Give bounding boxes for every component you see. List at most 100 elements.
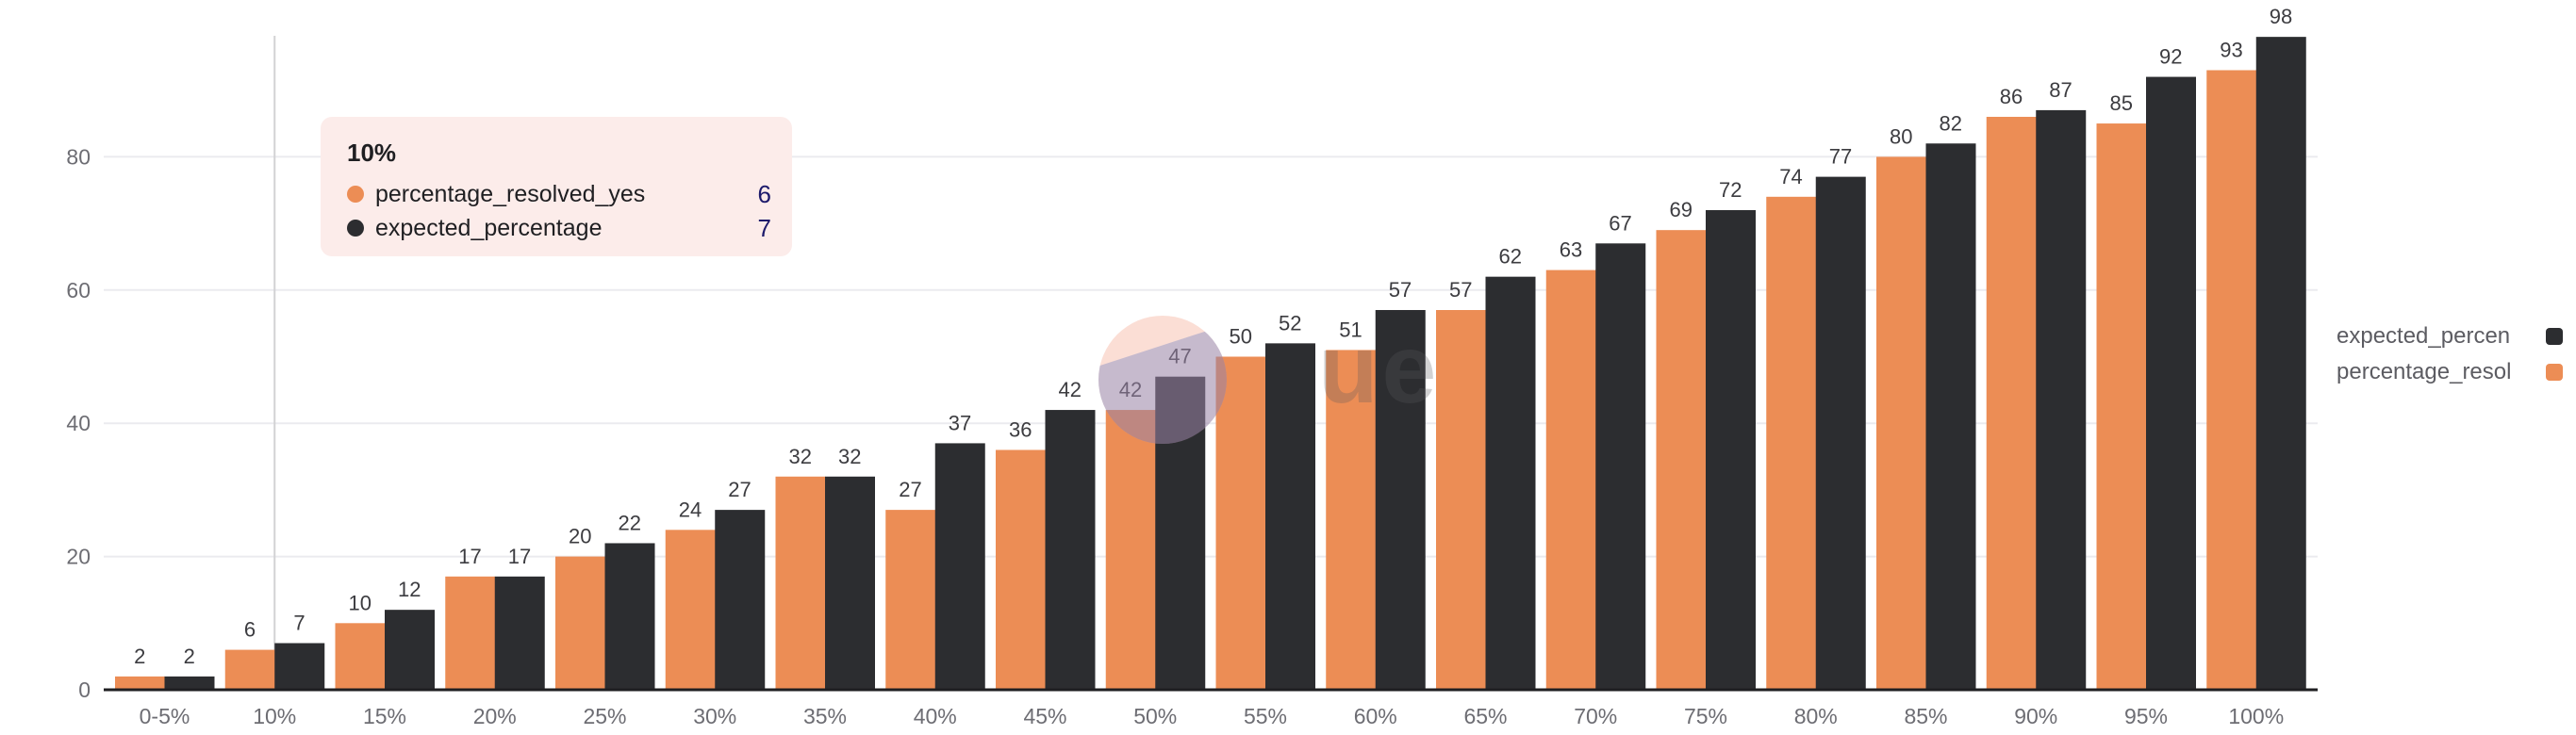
data-label: 37 [949, 411, 971, 434]
bar-expected_percentage [494, 576, 545, 690]
data-label: 10 [349, 591, 372, 614]
chart-tooltip: 10% percentage_resolved_yes 6 expected_p… [321, 117, 792, 256]
series-dot-icon [347, 220, 364, 237]
data-label: 42 [1059, 378, 1082, 401]
data-label: 32 [838, 445, 861, 468]
data-label: 77 [1829, 145, 1852, 169]
bar-percentage_resolved_yes [335, 623, 386, 690]
data-label: 74 [1779, 165, 1802, 188]
y-tick-label: 40 [66, 411, 91, 435]
bar-percentage_resolved_yes [1326, 350, 1377, 690]
bar-percentage_resolved_yes [445, 576, 496, 690]
bar-percentage_resolved_yes [1105, 410, 1156, 690]
x-tick-label: 60% [1354, 704, 1397, 728]
bar-percentage_resolved_yes [555, 556, 605, 690]
data-labels: 2267101217172022242732322737364242475052… [134, 5, 2292, 668]
x-tick-label: 55% [1244, 704, 1287, 728]
x-axis-ticks: 0-5% 10% 15% 20% 25% 30% 35% 40% 45% 50% 55% 60% 65%… [140, 704, 2285, 728]
data-label: 36 [1009, 417, 1032, 441]
data-label: 50 [1230, 325, 1252, 349]
data-label: 82 [1940, 111, 1962, 135]
bar-percentage_resolved_yes [1986, 116, 2037, 691]
x-tick-label: 20% [473, 704, 517, 728]
legend-label: expected_percen [2337, 323, 2511, 349]
series-dot-icon [347, 186, 364, 203]
data-label: 63 [1560, 238, 1582, 262]
bar-expected_percentage [715, 510, 766, 690]
y-tick-label: 80 [66, 144, 91, 169]
watermark-text: ue [1318, 315, 1441, 424]
chart-legend: expected_percen percentage_resol [2337, 318, 2563, 390]
data-label: 87 [2049, 78, 2072, 102]
tooltip-series-value: 6 [757, 180, 771, 208]
x-tick-label: 15% [363, 704, 406, 728]
bar-percentage_resolved_yes [2206, 70, 2257, 691]
data-label: 7 [293, 612, 305, 635]
bar-expected_percentage [1815, 176, 1866, 691]
bar-percentage_resolved_yes [1545, 270, 1596, 690]
x-tick-label: 95% [2124, 704, 2168, 728]
x-tick-label: 90% [2014, 704, 2057, 728]
y-tick-label: 60 [66, 278, 91, 302]
x-tick-label: 80% [1794, 704, 1838, 728]
bar-percentage_resolved_yes [665, 530, 716, 690]
data-label: 32 [789, 445, 812, 468]
bar-expected_percentage [934, 443, 985, 690]
data-label: 72 [1719, 178, 1742, 202]
x-tick-label: 65% [1463, 704, 1507, 728]
x-tick-label: 85% [1904, 704, 1947, 728]
bar-percentage_resolved_yes [224, 649, 275, 690]
data-label: 2 [184, 645, 195, 668]
bar-expected_percentage [1485, 276, 1536, 690]
x-tick-label: 70% [1574, 704, 1617, 728]
x-tick-label: 10% [253, 704, 296, 728]
bar-percentage_resolved_yes [115, 676, 165, 690]
data-label: 2 [134, 645, 145, 668]
bar-expected_percentage [1925, 143, 1976, 690]
legend-swatch-icon [2546, 364, 2563, 381]
data-label: 52 [1279, 311, 1301, 335]
data-label: 92 [2159, 45, 2182, 69]
data-label: 6 [244, 618, 256, 642]
legend-label: percentage_resol [2337, 359, 2512, 384]
tooltip-title: 10% [347, 139, 397, 167]
bar-percentage_resolved_yes [775, 476, 826, 690]
bar-percentage_resolved_yes [1766, 196, 1817, 690]
bar-expected_percentage [385, 610, 435, 690]
bar-expected_percentage [1265, 343, 1315, 690]
data-label: 86 [2000, 85, 2023, 108]
data-label: 27 [728, 478, 751, 501]
bar-expected_percentage [1045, 410, 1096, 690]
data-label: 93 [2220, 38, 2242, 61]
data-label: 67 [1609, 211, 1631, 235]
data-label: 22 [619, 511, 641, 534]
data-label: 57 [1389, 278, 1412, 302]
data-label: 62 [1499, 245, 1522, 269]
bar-percentage_resolved_yes [996, 449, 1046, 690]
tooltip-row: percentage_resolved_yes 6 [347, 177, 771, 211]
tooltip-series-value: 7 [757, 214, 771, 242]
y-tick-label: 20 [66, 545, 91, 569]
watermark-logo [1098, 316, 1227, 444]
tooltip-series-name: percentage_resolved_yes [375, 181, 646, 207]
bar-expected_percentage [1706, 209, 1756, 690]
data-label: 20 [569, 525, 591, 548]
x-tick-label: 0-5% [140, 704, 190, 728]
bars [115, 37, 2306, 691]
data-label: 80 [1890, 124, 1912, 148]
x-tick-label: 45% [1023, 704, 1066, 728]
legend-item-resolved[interactable]: percentage_resol [2337, 354, 2563, 390]
bar-expected_percentage [825, 476, 875, 690]
bar-expected_percentage [1375, 310, 1426, 690]
bar-expected_percentage [2255, 37, 2306, 690]
data-label: 27 [899, 478, 921, 501]
tooltip-series-name: expected_percentage [375, 215, 603, 241]
data-label: 69 [1670, 198, 1693, 221]
legend-item-expected[interactable]: expected_percen [2337, 318, 2563, 354]
tooltip-row: expected_percentage 7 [347, 211, 771, 245]
x-tick-label: 40% [914, 704, 957, 728]
x-tick-label: 50% [1133, 704, 1177, 728]
data-label: 24 [679, 498, 702, 521]
bar-expected_percentage [604, 543, 655, 690]
